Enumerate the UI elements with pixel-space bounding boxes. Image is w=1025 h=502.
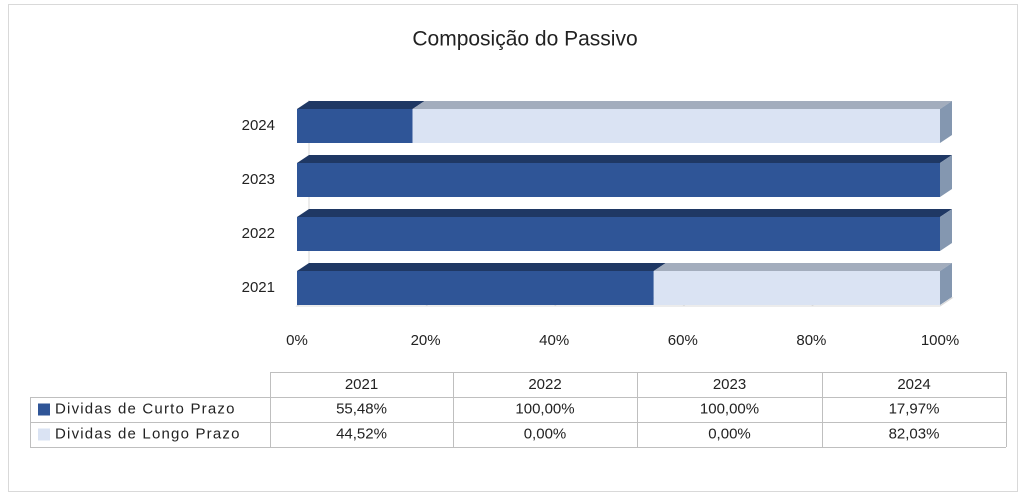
table-cell: 100,00% <box>700 400 759 417</box>
bar-side <box>940 209 952 251</box>
table-cell: 17,97% <box>889 400 940 417</box>
table-header: 2022 <box>528 376 561 393</box>
bar-top <box>297 101 425 109</box>
table-cell: 100,00% <box>515 400 574 417</box>
x-tick-label: 100% <box>921 332 959 349</box>
bar-top <box>297 263 666 271</box>
x-tick-label: 40% <box>539 332 569 349</box>
table-cell: 0,00% <box>708 425 751 442</box>
table-cell: 55,48% <box>336 400 387 417</box>
bar <box>297 109 413 143</box>
bar-top <box>297 209 952 217</box>
table-header: 2021 <box>345 376 378 393</box>
bar-top <box>297 155 952 163</box>
x-tick-label: 60% <box>668 332 698 349</box>
legend-label: Dividas de Longo Prazo <box>55 425 241 442</box>
table-cell: 82,03% <box>889 425 940 442</box>
y-tick-label: 2022 <box>242 225 275 242</box>
tick-mark <box>939 297 953 307</box>
bar <box>297 217 940 251</box>
bar-side <box>940 263 952 305</box>
bar-side <box>940 155 952 197</box>
legend-key <box>38 403 50 416</box>
bar-top <box>412 101 952 109</box>
chart-title: Composição do Passivo <box>412 28 637 51</box>
x-tick-label: 0% <box>286 332 308 349</box>
bar <box>653 271 940 305</box>
legend-key <box>38 428 50 441</box>
table-header: 2023 <box>713 376 746 393</box>
bar <box>412 109 940 143</box>
y-tick-label: 2023 <box>242 171 275 188</box>
x-tick-label: 80% <box>796 332 826 349</box>
bar-top <box>653 263 952 271</box>
table-cell: 44,52% <box>336 425 387 442</box>
bar <box>297 271 654 305</box>
x-tick-label: 20% <box>411 332 441 349</box>
legend-label: Dividas de Curto Prazo <box>55 400 236 417</box>
table-header: 2024 <box>897 376 930 393</box>
y-tick-label: 2021 <box>242 279 275 296</box>
y-tick-label: 2024 <box>242 117 275 134</box>
bar-side <box>940 101 952 143</box>
bar <box>297 163 940 197</box>
table-cell: 0,00% <box>524 425 567 442</box>
